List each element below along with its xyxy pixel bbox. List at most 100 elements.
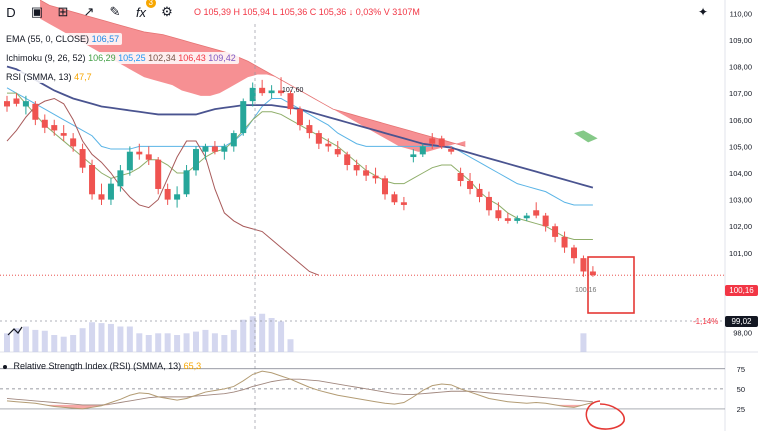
candle-body xyxy=(353,165,360,171)
candle-body xyxy=(372,175,379,179)
candle-body xyxy=(211,146,218,152)
candle-body xyxy=(542,215,549,227)
legend-ichimoku-value-1: 106,29 xyxy=(88,53,116,63)
candle-body xyxy=(41,119,48,128)
volume-bar xyxy=(278,321,285,352)
price-axis-label: 109,00 xyxy=(729,36,752,45)
low-annotation: 100,16 xyxy=(575,287,597,294)
candle-body xyxy=(580,258,587,272)
volume-bar xyxy=(164,333,171,352)
candle-body xyxy=(334,149,341,155)
legend-ichimoku-name: Ichimoku xyxy=(6,53,43,63)
rsi-pane-value: 65,3 xyxy=(183,361,202,371)
volume-bar xyxy=(249,316,256,352)
rsi-pane-name: Relative Strength Index (RSI) (SMMA, 13) xyxy=(13,361,182,371)
candle-body xyxy=(419,146,426,155)
candle-body xyxy=(4,101,10,107)
candle-body xyxy=(504,218,511,221)
legend-rsi[interactable]: RSI (SMMA, 13) 47,7 xyxy=(3,71,95,83)
candle-body xyxy=(221,146,228,152)
price-axis-label: 102,00 xyxy=(729,222,752,231)
percent-change: -1,14% xyxy=(693,317,719,326)
legend-ema[interactable]: EMA (55, 0, CLOSE) 106,57 xyxy=(3,33,123,45)
candle-body xyxy=(89,165,96,195)
candle-body xyxy=(457,173,464,181)
volume-bar xyxy=(136,333,143,352)
high-annotation: 107,60 xyxy=(282,87,304,94)
candle-body xyxy=(552,226,559,237)
highlight-circle xyxy=(585,400,625,430)
candle-body xyxy=(259,87,266,94)
legend-rsi-params: (SMMA, 13) xyxy=(23,72,72,82)
candle-body xyxy=(79,149,86,168)
rsi-dot-icon xyxy=(3,364,7,369)
candle-body xyxy=(278,90,285,94)
candle-body xyxy=(571,247,577,259)
rsi-axis-label: 50 xyxy=(737,385,745,394)
volume-bar xyxy=(211,333,218,352)
candle-body xyxy=(448,149,455,152)
legend-rsi-name: RSI xyxy=(6,72,22,82)
brush-icon[interactable]: ✎ xyxy=(109,4,121,19)
volume-bar xyxy=(126,326,133,352)
ohlc-readout: O 105,39 H 105,94 L 105,36 C 105,36 ↓ 0,… xyxy=(194,7,420,17)
volume-bar xyxy=(580,333,587,352)
indicators-badge: 3 xyxy=(145,0,156,8)
legend-ichimoku-value-2: 105,25 xyxy=(118,53,146,63)
candle-body xyxy=(70,138,77,147)
candle-body xyxy=(202,146,209,152)
senkou-a-line xyxy=(39,0,466,147)
candle-body xyxy=(268,90,275,94)
volume-bar xyxy=(89,322,96,352)
volume-bar xyxy=(230,329,237,352)
candle-body xyxy=(287,93,294,110)
candle-body xyxy=(495,210,502,219)
bar-style-icon[interactable]: ▣ xyxy=(30,4,44,19)
candle-body xyxy=(249,87,256,102)
sparkle-icon[interactable]: ✦ xyxy=(697,5,709,19)
indicators-icon[interactable]: fx 3 xyxy=(130,0,156,23)
volume-bar xyxy=(221,335,228,352)
candle-body xyxy=(391,194,398,203)
candle-body xyxy=(32,103,39,120)
candle-body xyxy=(164,188,171,200)
candle-body xyxy=(429,138,436,144)
interval-button[interactable]: D xyxy=(6,4,16,20)
candle-body xyxy=(476,188,483,197)
volume-bar xyxy=(13,328,20,352)
compare-icon[interactable]: ⊞ xyxy=(57,4,69,19)
volume-bar xyxy=(174,335,181,352)
settings-icon[interactable]: ⚙ xyxy=(161,4,173,19)
candle-body xyxy=(98,194,105,200)
volume-bar xyxy=(41,330,48,352)
volume-bar xyxy=(60,336,67,352)
candle-body xyxy=(51,125,58,131)
candle-body xyxy=(155,159,162,189)
volume-bar xyxy=(183,333,190,352)
highlight-box xyxy=(587,256,635,314)
legend-ema-value: 106,57 xyxy=(91,34,120,44)
legend-ichimoku-value-5: 109,42 xyxy=(208,53,236,63)
candle-body xyxy=(230,133,237,147)
candle-body xyxy=(533,210,540,216)
legend-ichimoku[interactable]: Ichimoku (9, 26, 52) 106,29 105,25 102,3… xyxy=(3,52,239,64)
legend-ema-name: EMA xyxy=(6,34,26,44)
candle-body xyxy=(306,125,313,134)
legend-rsi-value: 47,7 xyxy=(74,72,92,82)
volume-bar xyxy=(193,331,199,352)
rsi-line xyxy=(6,370,594,410)
volume-bar xyxy=(22,326,29,352)
candle-body xyxy=(183,170,190,195)
volume-bar xyxy=(32,329,39,352)
candle-body xyxy=(22,101,29,107)
ichimoku-cloud-bull xyxy=(574,130,598,143)
volume-bar xyxy=(107,323,114,352)
candle-body xyxy=(400,202,407,205)
volume-price-tag: 99,02 xyxy=(725,316,758,327)
volume-bar xyxy=(117,326,124,352)
chikou-line xyxy=(6,97,320,276)
rsi-pane-title[interactable]: Relative Strength Index (RSI) (SMMA, 13)… xyxy=(3,361,201,371)
trend-line-icon[interactable]: ↗ xyxy=(83,4,95,19)
candle-body xyxy=(523,215,530,219)
